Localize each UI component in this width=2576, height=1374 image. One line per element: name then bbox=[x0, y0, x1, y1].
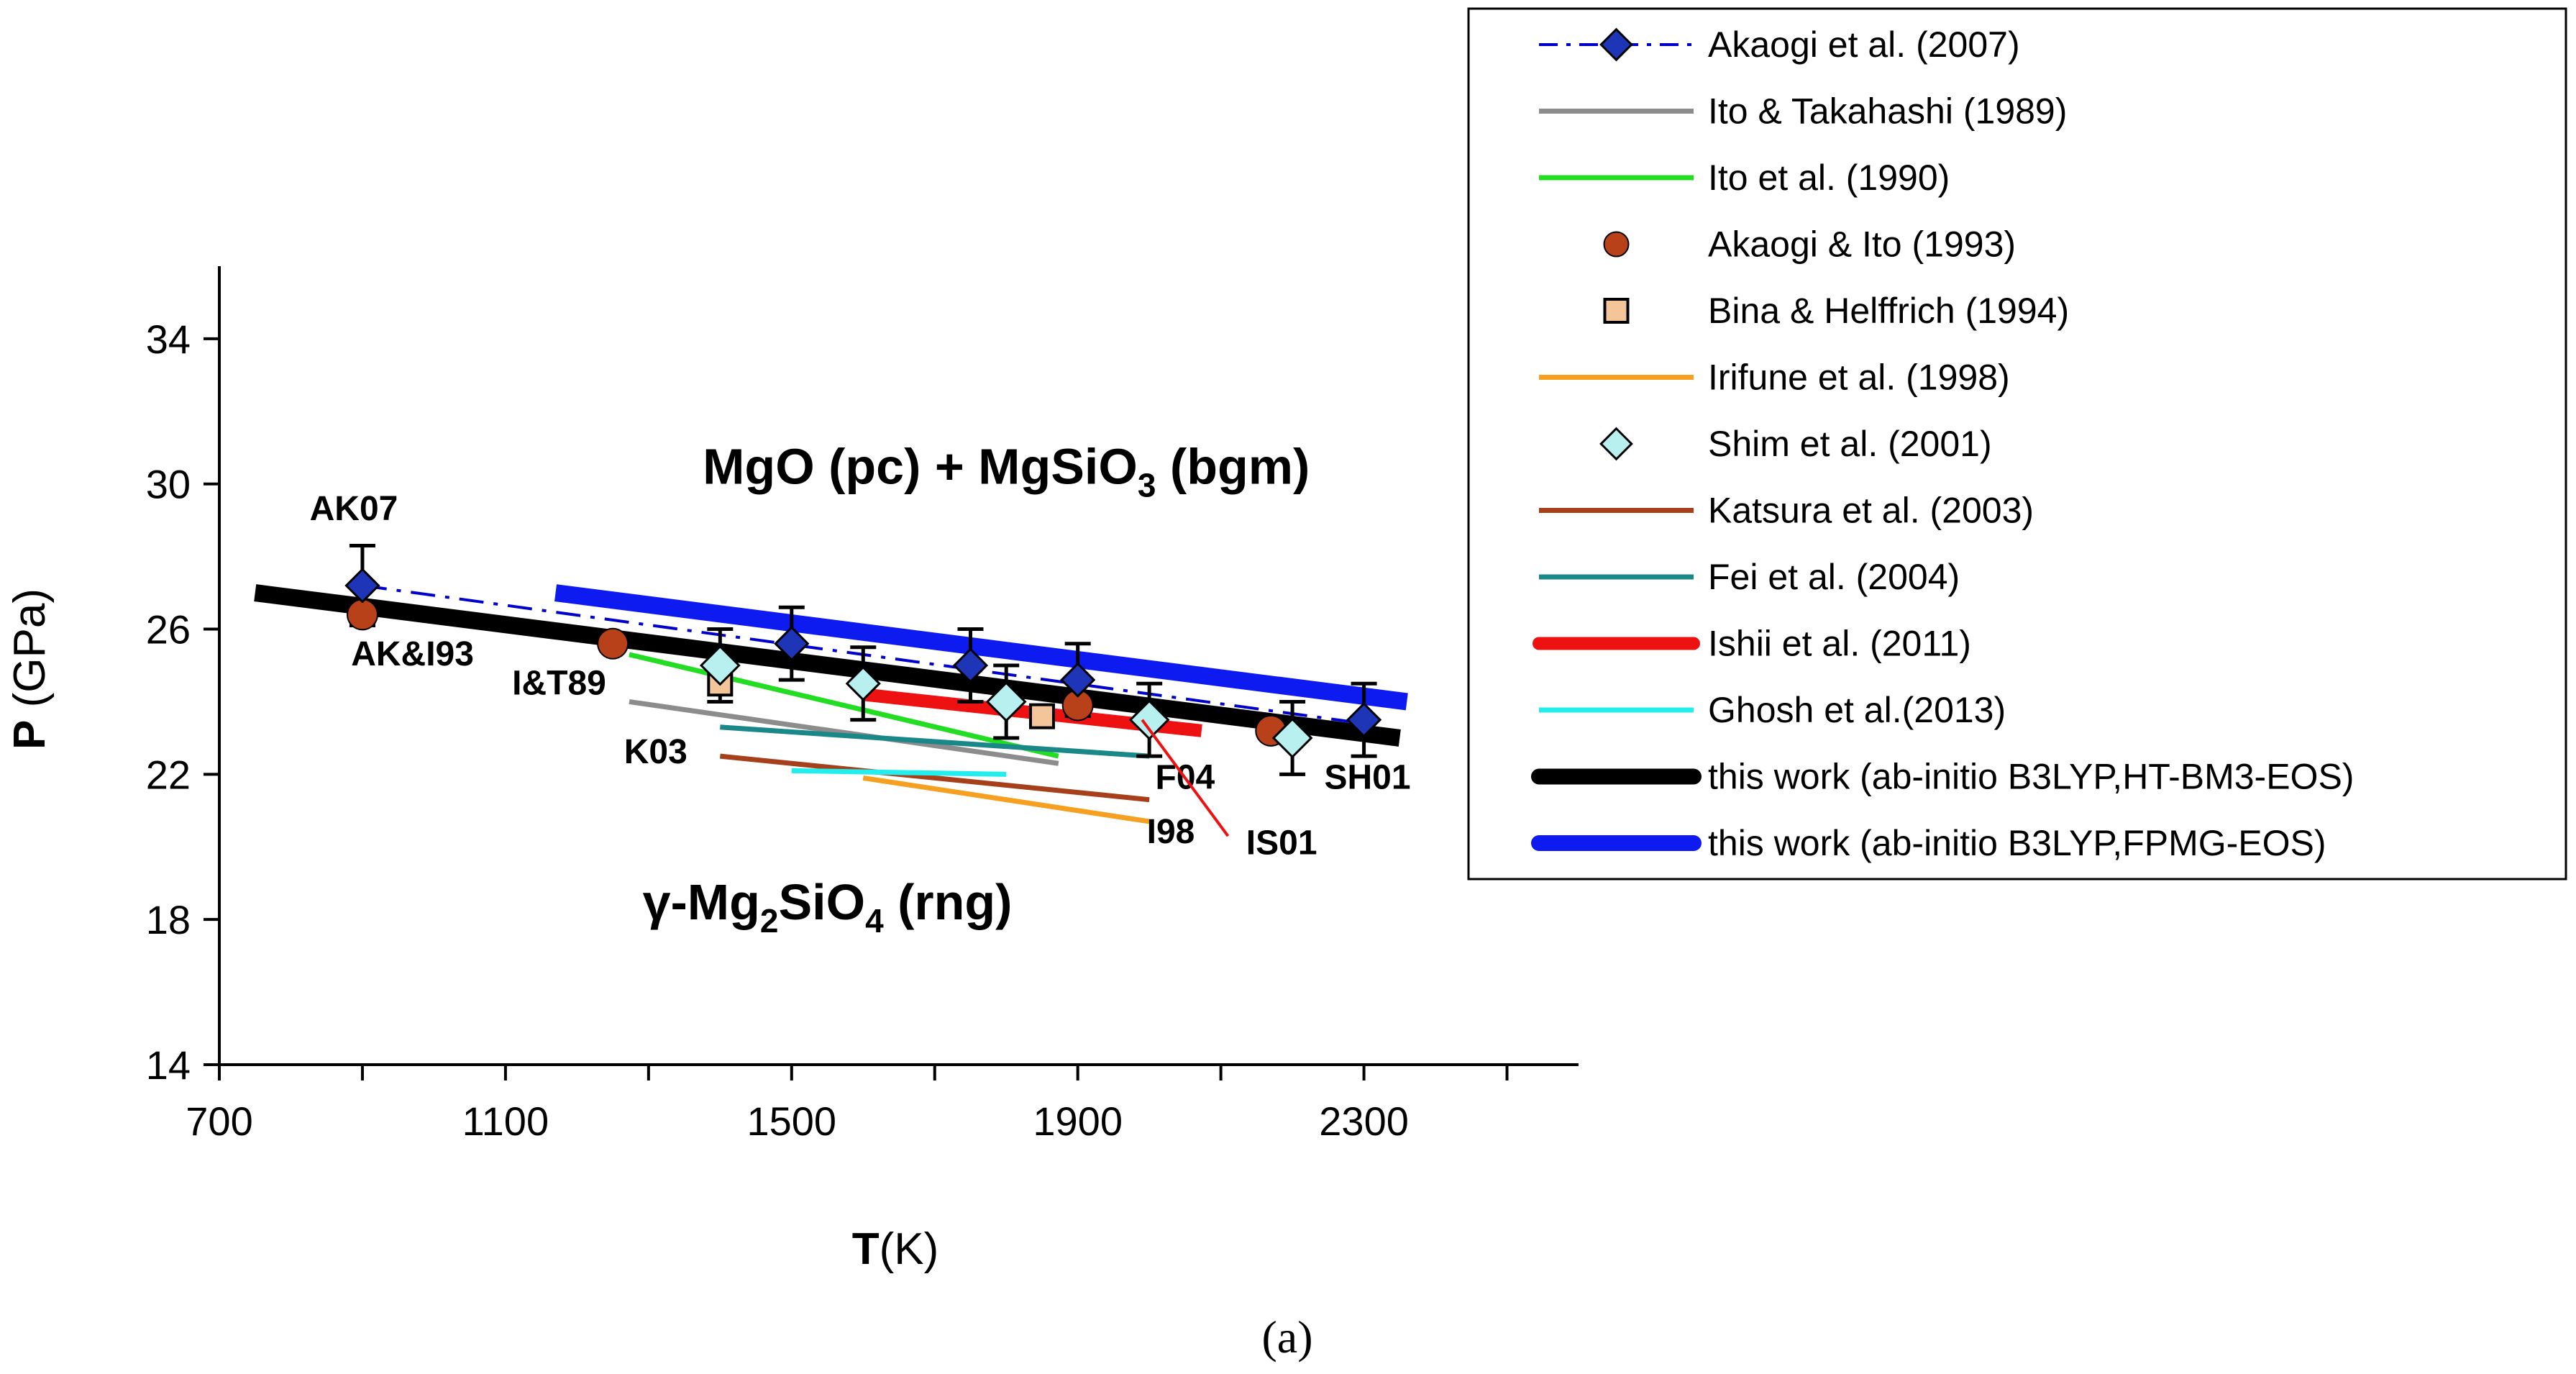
region-label-subscript: 2 bbox=[760, 902, 779, 939]
legend-label: Bina & Helffrich (1994) bbox=[1708, 291, 2069, 331]
region-label-text: SiO bbox=[778, 874, 865, 930]
legend-item-akaogi-et-al-2007: Akaogi et al. (2007) bbox=[1539, 24, 2020, 65]
series-line-this-work-ab-initio-b3lyp-ht-bm3-eos bbox=[254, 584, 1401, 747]
x-tick-label: 1100 bbox=[462, 1098, 549, 1144]
legend-label: Ito & Takahashi (1989) bbox=[1708, 91, 2067, 132]
x-axis-title-unit: (K) bbox=[880, 1224, 939, 1274]
x-axis-title: T(K) bbox=[852, 1224, 939, 1274]
phase-region-labels: MgO (pc) + MgSiO3 (bgm) γ-Mg2SiO4 (rng) bbox=[643, 439, 1310, 939]
region-label-text: (rng) bbox=[884, 874, 1013, 930]
legend-item-fei-et-al-2004: Fei et al. (2004) bbox=[1539, 557, 1960, 597]
point-shim-et-al-2001 bbox=[1128, 699, 1170, 741]
legend-item-ghosh-et-al-2013: Ghosh et al.(2013) bbox=[1539, 690, 2006, 730]
region-label-text: γ-Mg bbox=[643, 874, 760, 930]
point-akaogi-ito-1993 bbox=[597, 627, 629, 660]
legend-box bbox=[1467, 7, 2567, 881]
annotation-ak07: AK07 bbox=[310, 490, 398, 528]
legend-swatch-marker bbox=[1603, 231, 1630, 258]
legend-item-ito-takahashi-1989: Ito & Takahashi (1989) bbox=[1539, 91, 2067, 132]
legend-item-akaogi-ito-1993: Akaogi & Ito (1993) bbox=[1603, 224, 2016, 265]
series-line-ghosh-et-al-2013 bbox=[791, 768, 1007, 777]
y-axis-title-symbol: P bbox=[5, 720, 55, 750]
y-tick-label: 18 bbox=[146, 897, 191, 942]
point-akaogi-et-al-2007 bbox=[952, 647, 989, 683]
legend-label: Katsura et al. (2003) bbox=[1708, 491, 2034, 531]
annotation-i-t89: I&T89 bbox=[512, 664, 606, 702]
axes bbox=[218, 266, 1579, 1066]
legend-item-irifune-et-al-1998: Irifune et al. (1998) bbox=[1539, 358, 2010, 398]
legend-label: Irifune et al. (1998) bbox=[1708, 358, 2010, 398]
region-label-bridgmanite: MgO (pc) + MgSiO3 (bgm) bbox=[703, 439, 1310, 504]
annotation-i98: I98 bbox=[1147, 813, 1195, 851]
legend-label: Shim et al. (2001) bbox=[1708, 424, 1992, 464]
point-akaogi-et-al-2007 bbox=[774, 626, 810, 662]
legend-item-bina-helffrich-1994: Bina & Helffrich (1994) bbox=[1603, 291, 2069, 331]
x-tick-label: 1900 bbox=[1033, 1098, 1123, 1144]
region-label-text: MgO (pc) + MgSiO bbox=[703, 439, 1138, 495]
annotation-ak-i93: AK&I93 bbox=[351, 635, 474, 673]
series-line-ito-et-al-1990 bbox=[629, 652, 1059, 759]
legend-label: Fei et al. (2004) bbox=[1708, 557, 1960, 597]
legend-item-shim-et-al-2001: Shim et al. (2001) bbox=[1599, 424, 1992, 464]
series-line-irifune-et-al-1998 bbox=[862, 775, 1150, 824]
series-line-ito-takahashi-1989 bbox=[629, 699, 1059, 766]
legend-item-ishii-et-al-2011: Ishii et al. (2011) bbox=[1533, 624, 1971, 664]
legend-label: Ito et al. (1990) bbox=[1708, 158, 1950, 198]
y-tick-label: 22 bbox=[146, 752, 191, 797]
point-shim-et-al-2001 bbox=[985, 681, 1027, 722]
point-shim-et-al-2001 bbox=[699, 645, 741, 686]
region-label-subscript: 3 bbox=[1138, 467, 1156, 504]
y-tick-label: 14 bbox=[146, 1042, 191, 1088]
annotation-leader-is01 bbox=[1141, 719, 1230, 837]
legend-swatch-marker bbox=[1599, 427, 1633, 461]
legend-item-katsura-et-al-2003: Katsura et al. (2003) bbox=[1539, 491, 2034, 531]
legend-swatch-marker bbox=[1599, 27, 1633, 62]
legend-label: Ghosh et al.(2013) bbox=[1708, 690, 2006, 730]
legend-item-this-work-ab-initio-b3lyp-fpmg-eos: this work (ab-initio B3LYP,FPMG-EOS) bbox=[1531, 823, 2326, 863]
y-axis-title-unit: (GPa) bbox=[5, 588, 55, 720]
x-tick-label: 2300 bbox=[1319, 1098, 1409, 1144]
point-shim-et-al-2001 bbox=[845, 665, 881, 701]
legend-label: this work (ab-initio B3LYP,HT-BM3-EOS) bbox=[1708, 757, 2354, 797]
x-tick-label: 700 bbox=[186, 1098, 252, 1144]
legend-label: Ishii et al. (2011) bbox=[1708, 624, 1971, 664]
y-axis-title: P (GPa) bbox=[5, 588, 55, 750]
y-tick-label: 26 bbox=[146, 607, 191, 652]
point-bina-helffrich-1994 bbox=[1028, 703, 1055, 729]
series-line-this-work-ab-initio-b3lyp-fpmg-eos bbox=[554, 584, 1408, 711]
annotation-is01: IS01 bbox=[1246, 824, 1317, 862]
series-line-fei-et-al-2004 bbox=[720, 724, 1150, 759]
y-tick-label: 34 bbox=[146, 317, 191, 362]
legend-item-this-work-ab-initio-b3lyp-ht-bm3-eos: this work (ab-initio B3LYP,HT-BM3-EOS) bbox=[1531, 757, 2354, 797]
annotation-sh01: SH01 bbox=[1325, 759, 1411, 797]
legend-item-ito-et-al-1990: Ito et al. (1990) bbox=[1539, 158, 1950, 198]
point-shim-et-al-2001 bbox=[1271, 717, 1313, 759]
x-tick-label: 1500 bbox=[747, 1098, 837, 1144]
legend-label: Akaogi & Ito (1993) bbox=[1708, 224, 2016, 265]
annotation-k03: K03 bbox=[624, 733, 688, 771]
legend: Akaogi et al. (2007) Ito & Takahashi (198… bbox=[1467, 7, 2567, 881]
y-tick-label: 30 bbox=[146, 462, 191, 507]
point-akaogi-et-al-2007 bbox=[1060, 662, 1096, 698]
region-label-text: (bgm) bbox=[1156, 439, 1310, 495]
plot-area bbox=[254, 544, 1408, 824]
legend-label: Akaogi et al. (2007) bbox=[1708, 24, 2020, 65]
point-akaogi-ito-1993 bbox=[346, 599, 378, 631]
legend-swatch-marker bbox=[1603, 298, 1630, 324]
legend-label: this work (ab-initio B3LYP,FPMG-EOS) bbox=[1708, 823, 2326, 863]
point-akaogi-et-al-2007 bbox=[344, 568, 380, 604]
point-akaogi-et-al-2007 bbox=[1346, 702, 1382, 738]
region-label-subscript: 4 bbox=[865, 902, 884, 939]
figure-caption: (a) bbox=[1261, 1311, 1312, 1362]
region-label-ringwoodite: γ-Mg2SiO4 (rng) bbox=[643, 874, 1013, 939]
series-line-katsura-et-al-2003 bbox=[719, 753, 1150, 803]
x-axis-title-symbol: T bbox=[852, 1224, 880, 1274]
